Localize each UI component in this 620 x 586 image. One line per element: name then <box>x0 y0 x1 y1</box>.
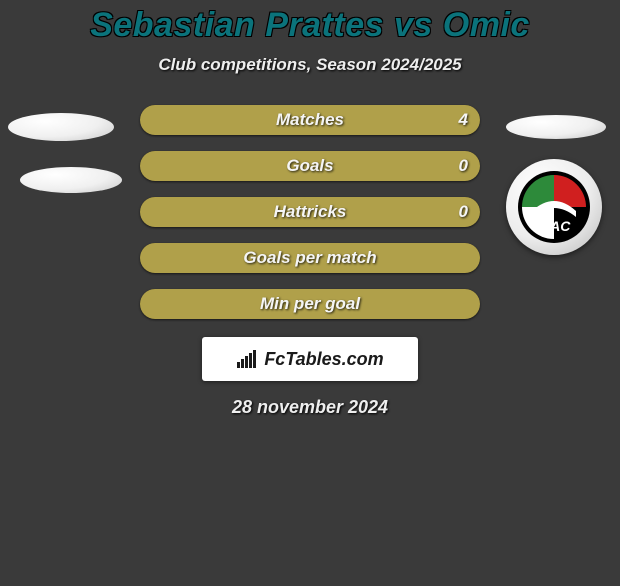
club-badge: WAC <box>506 159 602 255</box>
player-left-placeholder-2 <box>20 167 122 193</box>
stat-bar-label: Matches <box>276 110 344 130</box>
stat-bar-label: Hattricks <box>274 202 347 222</box>
stat-bar-value: 0 <box>459 156 468 176</box>
stat-bar-label: Goals per match <box>243 248 376 268</box>
comparison-subtitle: Club competitions, Season 2024/2025 <box>0 55 620 75</box>
stat-bar-min-per-goal: Min per goal <box>140 289 480 319</box>
stat-bars: Matches 4 Goals 0 Hattricks 0 Goals per … <box>140 105 480 319</box>
player-right-placeholder <box>506 115 606 139</box>
site-attribution: FcTables.com <box>202 337 418 381</box>
club-badge-icon: WAC <box>516 169 592 245</box>
stat-bar-goals-per-match: Goals per match <box>140 243 480 273</box>
comparison-title: Sebastian Prattes vs Omic <box>0 6 620 45</box>
site-label: FcTables.com <box>264 349 383 370</box>
stat-bar-label: Min per goal <box>260 294 360 314</box>
stat-bar-value: 4 <box>459 110 468 130</box>
stat-bar-label: Goals <box>286 156 333 176</box>
snapshot-date: 28 november 2024 <box>0 397 620 418</box>
stat-bar-matches: Matches 4 <box>140 105 480 135</box>
club-badge-text: WAC <box>538 218 572 234</box>
stats-area: Matches 4 Goals 0 Hattricks 0 Goals per … <box>0 105 620 319</box>
stat-bar-value: 0 <box>459 202 468 222</box>
stat-bar-hattricks: Hattricks 0 <box>140 197 480 227</box>
bar-chart-icon <box>236 348 258 370</box>
stat-bar-goals: Goals 0 <box>140 151 480 181</box>
player-left-placeholder-1 <box>8 113 114 141</box>
